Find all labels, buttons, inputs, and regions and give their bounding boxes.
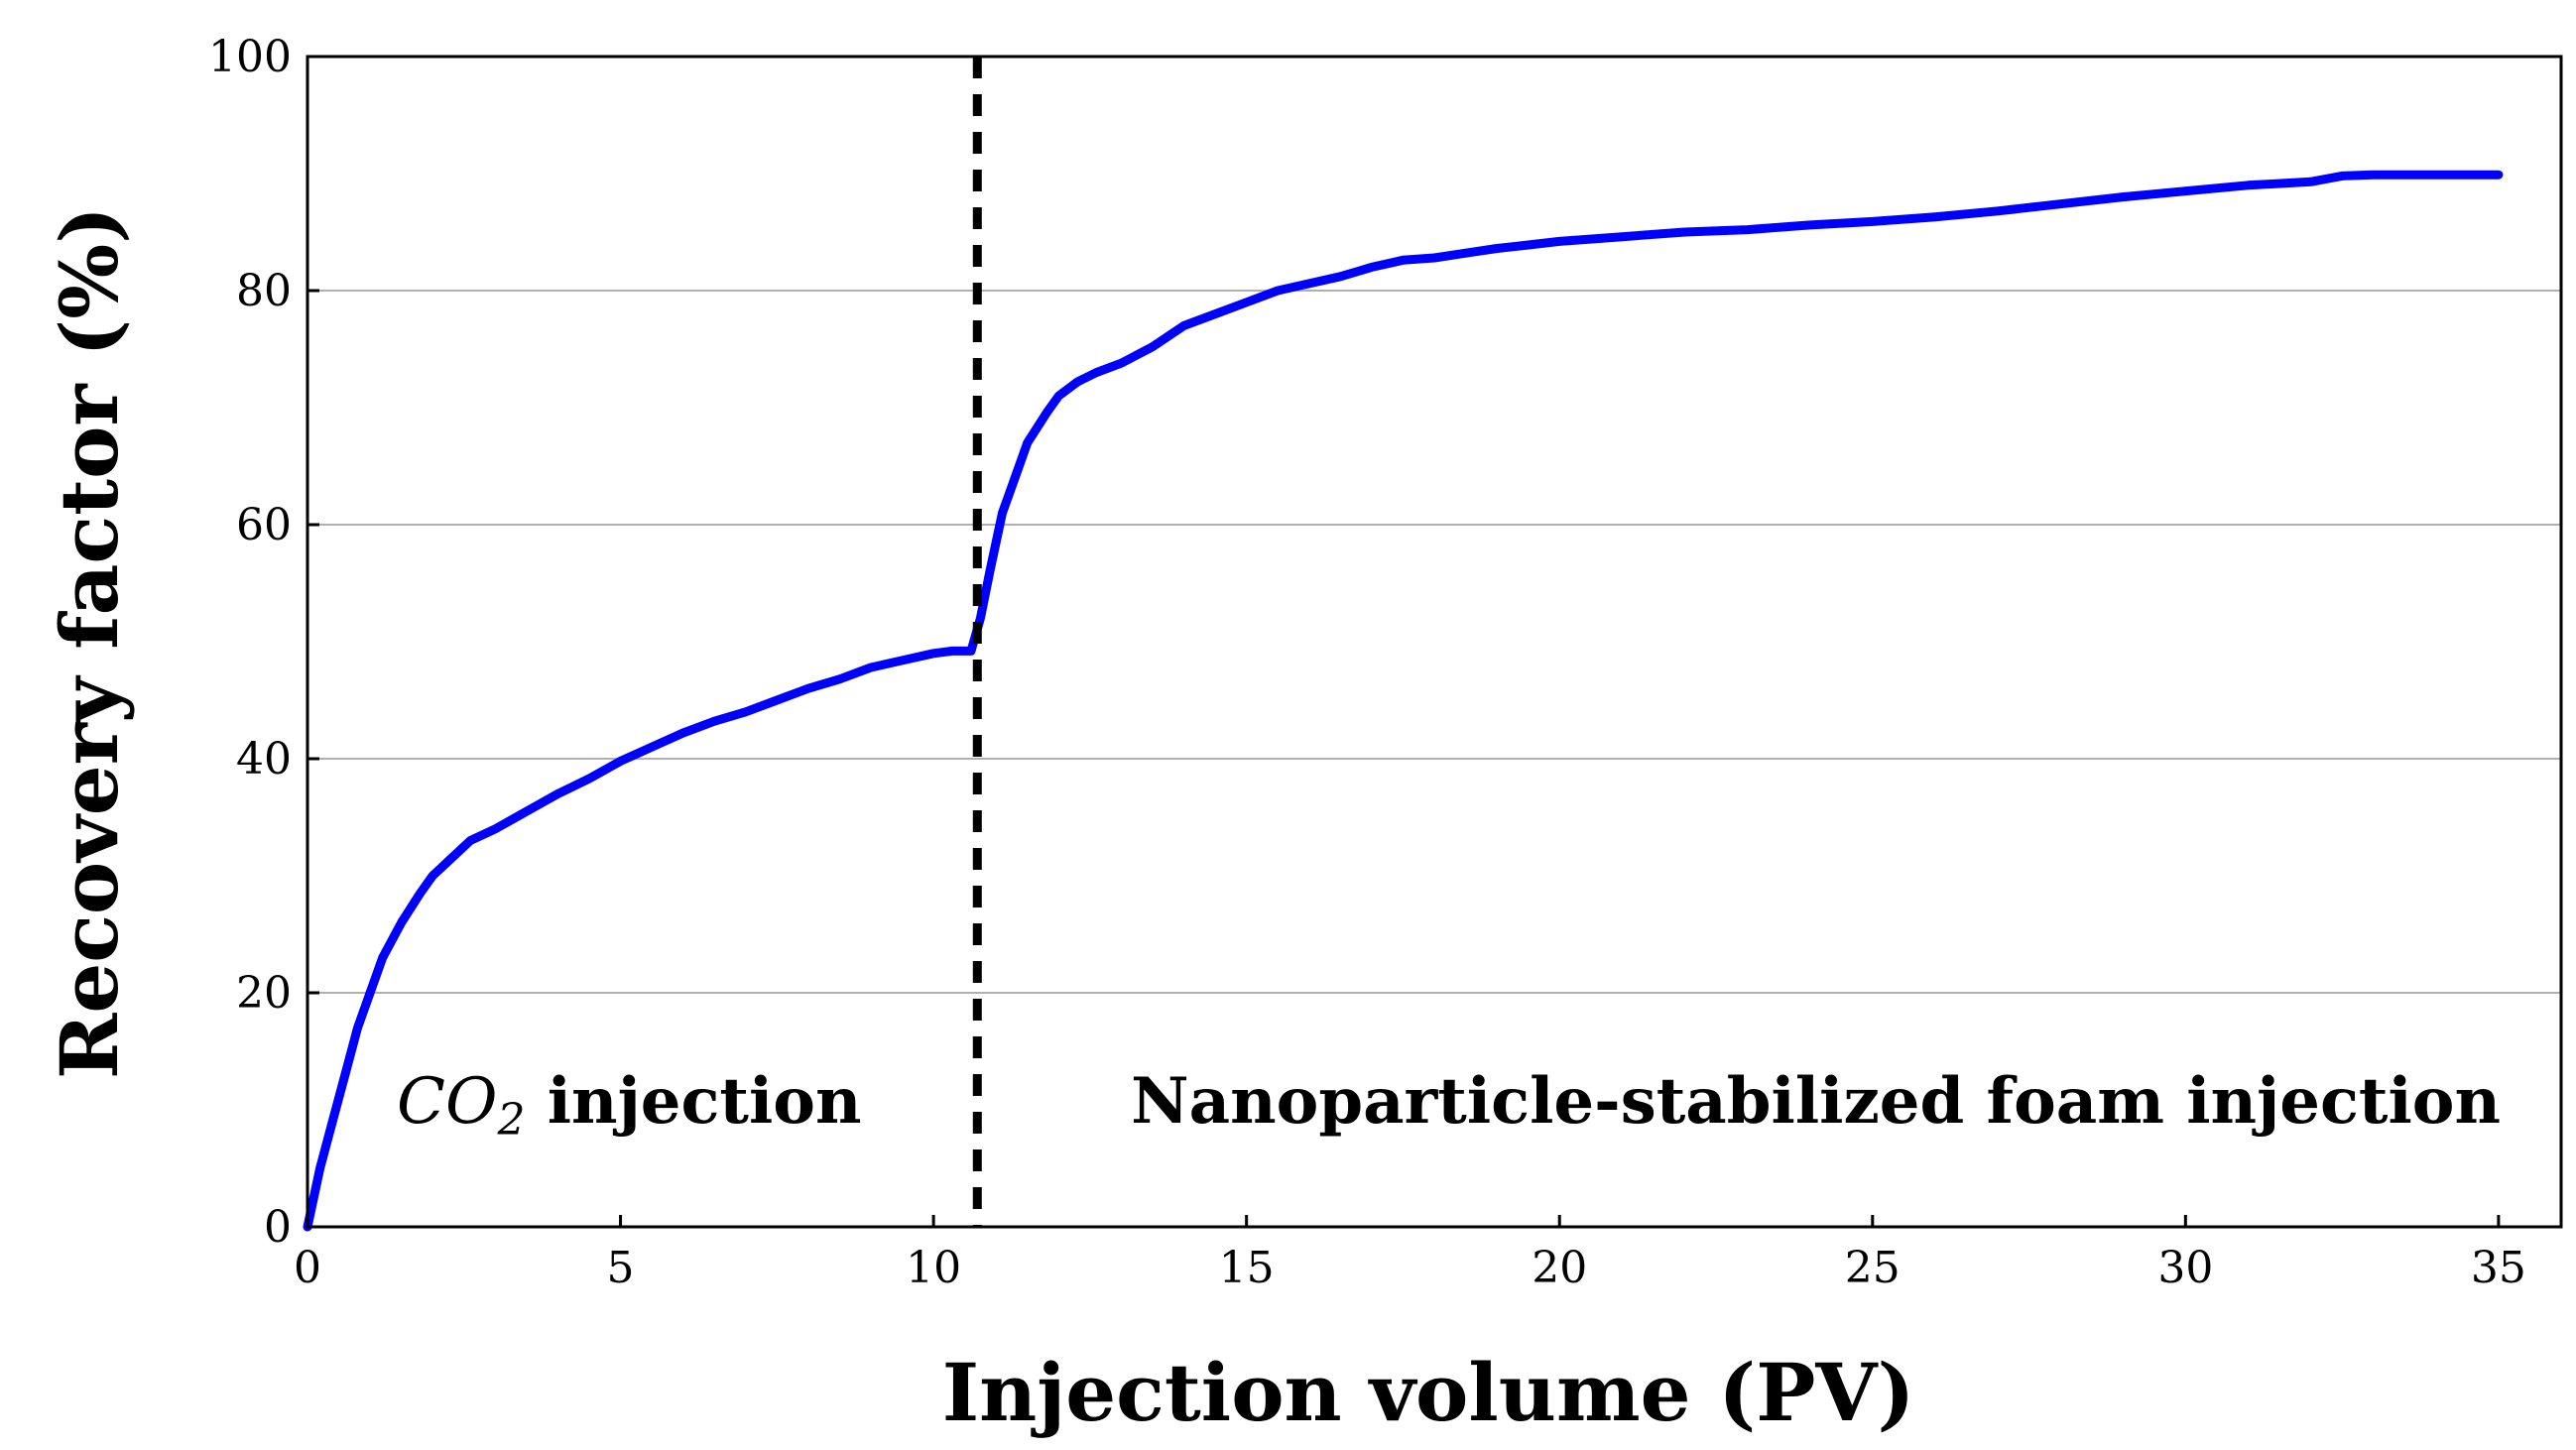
annotation-co2-text: injection xyxy=(525,1064,861,1139)
x-tick-label-25: 25 xyxy=(1845,1243,1901,1293)
y-tick-label-60: 60 xyxy=(236,500,292,550)
annotation-foam-injection: Nanoparticle-stabilized foam injection xyxy=(1131,1064,2501,1139)
x-axis-title: Injection volume (PV) xyxy=(942,1346,1915,1439)
y-tick-label-20: 20 xyxy=(236,968,292,1019)
recovery-series-line xyxy=(303,170,2504,1232)
x-tick-label-35: 35 xyxy=(2471,1243,2526,1293)
x-tick-label-10: 10 xyxy=(906,1243,961,1293)
y-tick-label-100: 100 xyxy=(208,32,292,82)
y-ticks: 0 20 40 60 80 100 xyxy=(208,32,319,1253)
plot-frame xyxy=(306,55,2563,1229)
annotation-co2-symbol: CO xyxy=(397,1065,497,1139)
x-tick-label-30: 30 xyxy=(2157,1243,2213,1293)
y-axis-title: Recovery factor (%) xyxy=(43,206,136,1079)
x-tick-label-20: 20 xyxy=(1532,1243,1587,1293)
y-tick-label-0: 0 xyxy=(264,1202,292,1253)
annotation-co2-subscript: 2 xyxy=(496,1095,525,1146)
annotation-co2-injection: CO2 injection xyxy=(397,1064,862,1146)
y-tick-label-80: 80 xyxy=(236,266,292,316)
x-tick-label-15: 15 xyxy=(1219,1243,1275,1293)
x-tick-label-0: 0 xyxy=(294,1243,321,1293)
y-tick-label-40: 40 xyxy=(236,734,292,785)
grid-lines xyxy=(307,290,2561,994)
x-ticks: 0 5 10 15 20 25 30 35 xyxy=(294,1215,2526,1293)
x-tick-label-5: 5 xyxy=(607,1243,635,1293)
